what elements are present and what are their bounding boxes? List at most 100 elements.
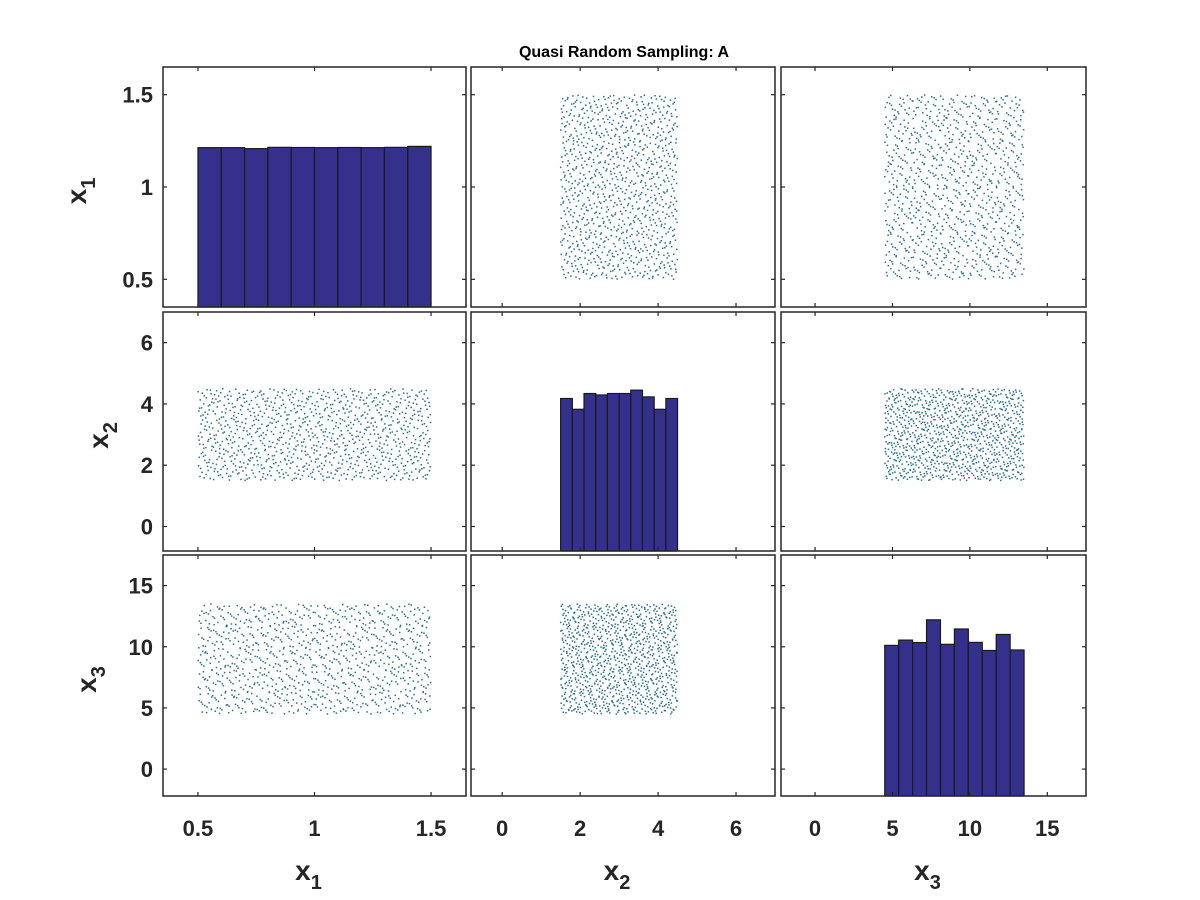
scatter-point bbox=[427, 676, 430, 678]
scatter-point bbox=[575, 276, 577, 278]
scatter-point bbox=[930, 461, 932, 463]
scatter-point bbox=[1002, 403, 1005, 406]
scatter-point bbox=[598, 134, 601, 137]
scatter-point bbox=[958, 138, 961, 141]
scatter-point bbox=[920, 240, 923, 243]
scatter-point bbox=[594, 261, 597, 263]
scatter-point bbox=[383, 623, 386, 625]
scatter-point bbox=[622, 231, 624, 234]
scatter-point bbox=[912, 100, 914, 102]
scatter-point bbox=[660, 165, 662, 167]
scatter-point bbox=[1011, 239, 1014, 241]
scatter-point bbox=[903, 419, 906, 421]
scatter-point bbox=[619, 146, 622, 149]
scatter-point bbox=[996, 145, 999, 148]
scatter-point bbox=[271, 605, 274, 608]
scatter-point bbox=[228, 434, 230, 437]
scatter-point bbox=[911, 449, 914, 451]
scatter-point bbox=[957, 265, 959, 268]
scatter-point bbox=[990, 408, 993, 411]
scatter-point bbox=[253, 412, 255, 414]
scatter-point bbox=[1007, 164, 1009, 166]
scatter-point bbox=[1017, 420, 1020, 422]
scatter-point bbox=[899, 399, 902, 402]
scatter-point bbox=[392, 464, 394, 467]
scatter-point bbox=[1009, 462, 1012, 465]
scatter-point bbox=[670, 268, 672, 270]
scatter-point bbox=[658, 118, 661, 120]
scatter-point bbox=[584, 152, 587, 155]
scatter-point bbox=[413, 693, 415, 696]
scatter-point bbox=[404, 679, 406, 682]
scatter-point bbox=[282, 473, 285, 475]
scatter-point bbox=[987, 212, 990, 215]
scatter-point bbox=[954, 109, 956, 112]
scatter-point bbox=[974, 232, 976, 235]
scatter-point bbox=[289, 393, 292, 396]
scatter-point bbox=[251, 425, 254, 427]
scatter-point bbox=[887, 455, 890, 458]
scatter-point bbox=[267, 397, 269, 400]
scatter-point bbox=[593, 161, 595, 164]
scatter-point bbox=[620, 174, 623, 176]
scatter-point bbox=[314, 664, 316, 666]
scatter-point bbox=[984, 226, 986, 229]
scatter-point bbox=[942, 176, 944, 179]
scatter-point bbox=[571, 168, 574, 170]
scatter-point bbox=[934, 225, 936, 228]
scatter-point bbox=[888, 102, 891, 105]
scatter-point bbox=[995, 185, 998, 188]
scatter-point bbox=[951, 415, 953, 418]
scatter-point bbox=[958, 433, 961, 435]
scatter-point bbox=[592, 247, 594, 250]
scatter-point bbox=[943, 394, 945, 396]
scatter-point bbox=[667, 164, 670, 167]
scatter-point bbox=[400, 427, 402, 430]
scatter-point bbox=[608, 153, 610, 156]
scatter-point bbox=[338, 410, 340, 412]
scatter-point bbox=[218, 608, 220, 610]
scatter-point bbox=[614, 113, 617, 115]
scatter-point bbox=[1004, 178, 1007, 180]
scatter-point bbox=[885, 417, 887, 419]
scatter-point bbox=[252, 649, 254, 651]
scatter-point bbox=[235, 421, 237, 423]
scatter-point bbox=[199, 654, 202, 656]
scatter-point bbox=[933, 408, 936, 410]
scatter-point bbox=[273, 622, 276, 625]
scatter-point bbox=[1022, 399, 1025, 402]
scatter-point bbox=[333, 711, 335, 713]
scatter-point bbox=[600, 238, 602, 240]
scatter-point bbox=[366, 426, 368, 429]
scatter-point bbox=[289, 650, 292, 652]
scatter-point bbox=[959, 108, 962, 110]
scatter-point bbox=[945, 254, 948, 257]
scatter-point bbox=[996, 255, 998, 258]
scatter-point bbox=[662, 191, 665, 193]
scatter-point bbox=[900, 227, 902, 230]
scatter-point bbox=[1020, 479, 1022, 481]
scatter-point bbox=[910, 201, 912, 203]
scatter-point bbox=[1013, 403, 1016, 406]
scatter-point bbox=[626, 241, 629, 244]
scatter-point bbox=[884, 450, 887, 453]
scatter-point bbox=[334, 473, 336, 476]
scatter-point bbox=[601, 272, 604, 274]
scatter-point bbox=[625, 146, 627, 148]
scatter-point bbox=[389, 476, 392, 479]
scatter-point bbox=[947, 217, 950, 219]
scatter-point bbox=[911, 401, 913, 403]
scatter-point bbox=[645, 123, 648, 126]
scatter-point bbox=[357, 455, 359, 458]
scatter-point bbox=[295, 388, 298, 391]
scatter-point bbox=[312, 638, 314, 640]
scatter-point bbox=[279, 665, 281, 667]
scatter-point bbox=[904, 126, 906, 128]
scatter-point bbox=[953, 170, 956, 173]
scatter-point bbox=[276, 670, 279, 672]
scatter-point bbox=[608, 109, 610, 111]
scatter-point bbox=[885, 464, 888, 467]
scatter-point bbox=[659, 95, 661, 98]
scatter-point bbox=[979, 110, 982, 112]
scatter-point bbox=[947, 440, 949, 443]
